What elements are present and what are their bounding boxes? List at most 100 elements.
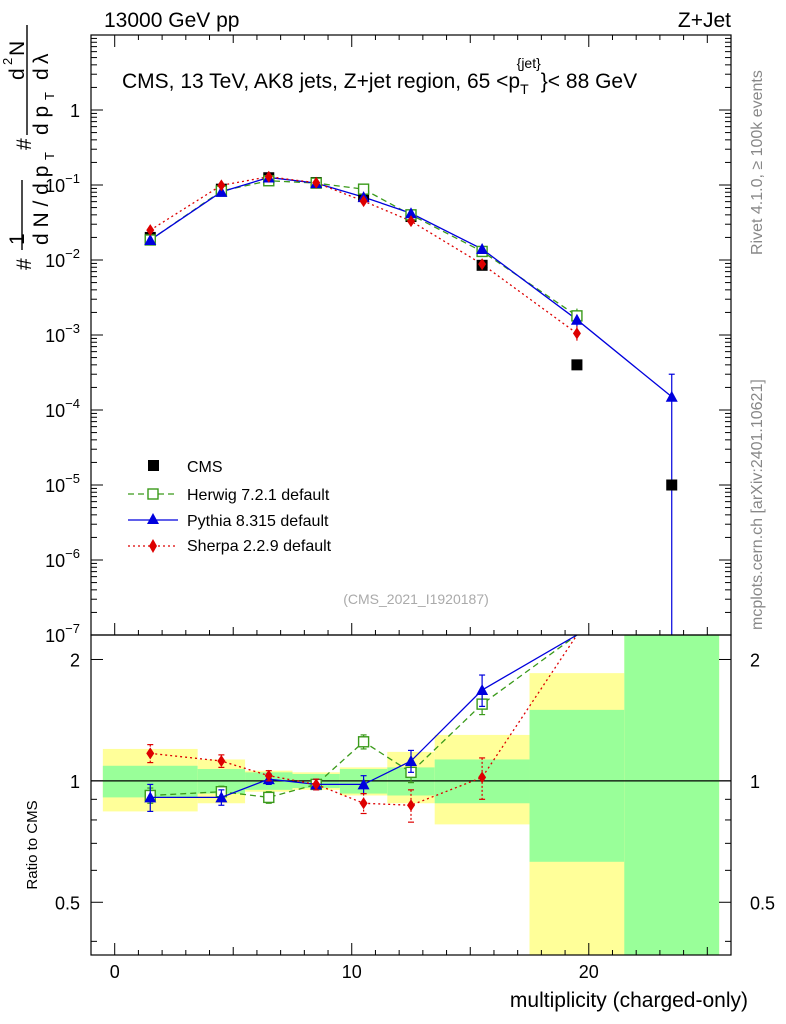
svg-text:#: # [13, 138, 36, 150]
ratio-point [407, 799, 415, 812]
ratio-tick-label-right: 1 [750, 772, 760, 792]
header-left: 13000 GeV pp [104, 9, 239, 32]
legend-herwig-label: Herwig 7.2.1 default [187, 487, 330, 504]
ratio-line-2 [150, 635, 578, 806]
ratio-point [217, 755, 226, 768]
x-tick-label: 0 [110, 962, 120, 982]
ratio-axis-label: Ratio to CMS [24, 800, 41, 889]
y-tick-exp: −3 [65, 321, 80, 336]
ratio-tick-label-right: 2 [750, 650, 760, 670]
series-point-2 [264, 170, 273, 183]
y-axis-label: # 1 d N / d p T # d 2 N d p T d λ [0, 25, 57, 270]
svg-text:λ: λ [30, 53, 53, 64]
ratio-point [357, 736, 370, 748]
y-tick-label: 10−4 [45, 396, 80, 421]
legend: CMS Herwig 7.2.1 default Pythia 8.315 de… [128, 459, 332, 555]
chart-title-sup: {jet} [517, 55, 541, 71]
svg-text:1: 1 [6, 233, 29, 245]
series-point-1 [215, 185, 228, 197]
series-point-1 [570, 313, 583, 325]
y-tick-base: 10 [45, 626, 65, 646]
mcplots-credit: mcplots.cern.ch [arXiv:2401.10621] [749, 379, 766, 630]
y-tick-exp: −4 [65, 396, 80, 411]
y-tick-label: 10−2 [45, 246, 80, 271]
y-tick-base: 10 [45, 251, 65, 271]
y-tick-label: 10−5 [45, 471, 80, 496]
legend-pythia-label: Pythia 8.315 default [187, 513, 329, 530]
y-tick-exp: −7 [65, 621, 80, 636]
x-tick-label: 20 [579, 962, 599, 982]
svg-text:T: T [42, 92, 57, 100]
ratio-tick-label-left: 0.5 [55, 893, 80, 913]
ratio-stat-band [624, 635, 720, 955]
legend-pythia-marker [147, 513, 159, 524]
chart-title: CMS, 13 TeV, AK8 jets, Z+jet region, 65 … [122, 55, 637, 97]
series-point-2 [217, 179, 226, 192]
series-point-2 [359, 195, 368, 208]
ratio-point [144, 791, 157, 803]
main-series [144, 170, 678, 635]
svg-text:#: # [13, 258, 36, 270]
y-tick-base: 1 [70, 101, 80, 121]
svg-text:N: N [6, 41, 29, 56]
ratio-series [144, 635, 578, 823]
series-line-2 [149, 176, 578, 334]
legend-sherpa-label: Sherpa 2.2.9 default [187, 538, 332, 555]
ratio-point [146, 747, 155, 760]
lower-frame [90, 634, 732, 956]
y-tick-label: 10−7 [45, 621, 80, 646]
svg-text:T: T [42, 152, 57, 160]
y-tick-base: 10 [45, 401, 65, 421]
x-tick-label: 10 [342, 962, 362, 982]
y-tick-label: 10−3 [45, 321, 80, 346]
y-tick-exp: −1 [65, 171, 80, 186]
ratio-point [263, 791, 275, 804]
ratio-total-band-low [529, 861, 625, 955]
legend-herwig: Herwig 7.2.1 default [128, 487, 330, 504]
ratio-point [264, 769, 273, 782]
ratio-tick-label-left: 2 [70, 650, 80, 670]
ratio-tick-label-left: 1 [70, 772, 80, 792]
ratio-bands [91, 635, 731, 955]
legend-sherpa-marker [149, 539, 157, 553]
y-tick-base: 10 [45, 326, 65, 346]
legend-cms-marker [148, 460, 159, 471]
ratio-line-0 [150, 635, 578, 799]
series-point-2 [572, 327, 581, 340]
y-tick-label: 1 [70, 101, 80, 121]
y-tick-base: 10 [45, 551, 65, 571]
y-tick-exp: −6 [65, 546, 80, 561]
ratio-point [357, 778, 370, 790]
ratio-point [478, 771, 487, 784]
series-point-1 [476, 243, 489, 255]
svg-text:d: d [6, 68, 29, 80]
rivet-version: Rivet 4.1.0, ≥ 100k events [749, 70, 766, 255]
ratio-point [405, 755, 417, 767]
ratio-point [312, 778, 321, 791]
header-right: Z+Jet [678, 9, 731, 32]
y-tick-base: 10 [45, 476, 65, 496]
y-tick-base: 10 [45, 176, 65, 196]
ratio-tick-label-right: 0.5 [750, 893, 775, 913]
series-point-1 [665, 390, 678, 402]
ratio-point [359, 797, 368, 810]
series-point-2 [478, 258, 487, 271]
ratio-point [215, 791, 228, 803]
series-point-2 [407, 215, 415, 228]
analysis-tag: (CMS_2021_I1920187) [343, 591, 489, 607]
y-tick-label: 10−6 [45, 546, 80, 571]
svg-text:d N / d p: d N / d p [30, 166, 53, 245]
data-point-cms [571, 359, 583, 371]
ratio-line-1 [150, 635, 578, 799]
chart-title-main: CMS, 13 TeV, AK8 jets, Z+jet region, 65 … [122, 70, 520, 93]
data-point-cms [666, 479, 678, 491]
ratio-point [476, 684, 489, 696]
chart-title-sub: T [520, 81, 529, 97]
series-point-1 [405, 207, 417, 219]
y-tick-exp: −5 [65, 471, 80, 486]
svg-text:d p: d p [30, 106, 53, 135]
svg-text:2: 2 [0, 58, 15, 65]
series-point-2 [312, 176, 321, 189]
legend-cms-label: CMS [187, 459, 223, 476]
